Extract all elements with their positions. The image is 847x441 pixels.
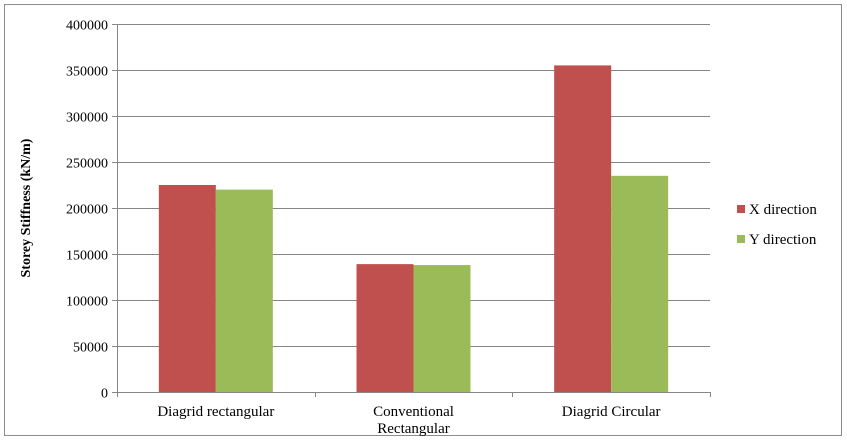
bar-x-direction <box>356 264 414 392</box>
y-axis-label: Storey Stiffness (kN/m) <box>19 138 34 277</box>
category-label: Rectangular <box>377 421 449 437</box>
legend-label: Y direction <box>749 232 817 248</box>
category-label: Conventional <box>373 404 454 420</box>
bar-y-direction <box>215 189 273 392</box>
x-axis-ticks <box>117 392 711 397</box>
bar-x-direction <box>158 185 216 392</box>
y-tick-label: 50000 <box>73 341 108 356</box>
category-label: Diagrid rectangular <box>157 404 274 420</box>
y-tick-label: 0 <box>101 387 108 402</box>
bars <box>158 65 669 393</box>
bar-y-direction <box>413 265 471 392</box>
category-labels: Diagrid rectangular ConventionalRectangul… <box>157 404 660 437</box>
bar-x-direction <box>554 65 612 393</box>
y-tick-label: 400000 <box>66 19 108 34</box>
legend-swatch <box>737 205 745 213</box>
y-tick-label: 100000 <box>66 295 108 310</box>
y-tick-label: 300000 <box>66 111 108 126</box>
bar-y-direction <box>611 175 669 392</box>
y-tick-label: 350000 <box>66 65 108 80</box>
category-label: Diagrid Circular <box>562 404 661 420</box>
y-axis-ticks: 0 50000 100000 150000 200000 250000 300000 3500… <box>66 19 117 402</box>
legend-label: X direction <box>749 202 817 218</box>
legend-swatch <box>737 235 745 243</box>
legend: X direction Y direction <box>737 202 817 248</box>
y-tick-label: 250000 <box>66 157 108 172</box>
y-tick-label: 150000 <box>66 249 108 264</box>
y-tick-label: 200000 <box>66 203 108 218</box>
